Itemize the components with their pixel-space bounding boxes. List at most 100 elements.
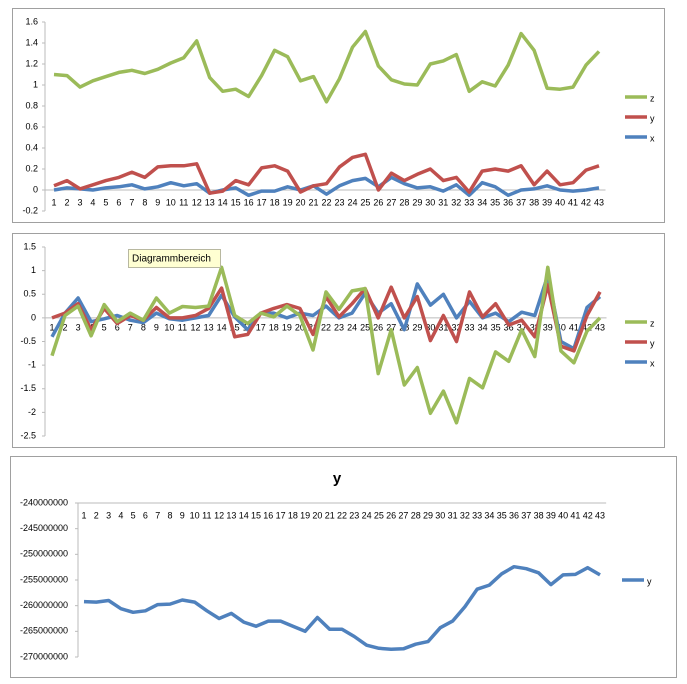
x-tick-label: 5	[102, 322, 107, 332]
y-tick-label: -270000000	[20, 651, 68, 661]
x-tick-label: 36	[504, 322, 514, 332]
x-tick-label: 22	[337, 510, 347, 520]
y-tick-label: 1	[33, 79, 38, 89]
series-line	[50, 265, 602, 425]
x-tick-label: 2	[64, 197, 69, 207]
x-tick-label: 38	[529, 197, 539, 207]
x-tick-label: 40	[556, 322, 566, 332]
y-tick-label: 1.4	[25, 37, 38, 47]
x-tick-label: 42	[582, 322, 592, 332]
x-tick-label: 13	[205, 197, 215, 207]
x-tick-label: 33	[464, 197, 474, 207]
tooltip-box	[128, 249, 221, 268]
x-tick-label: 11	[179, 197, 188, 207]
x-tick-label: 35	[490, 197, 500, 207]
y-tick-label: -245000000	[20, 523, 68, 533]
x-tick-label: 11	[178, 322, 187, 332]
x-tick-label: 4	[118, 510, 123, 520]
x-tick-label: 18	[269, 322, 279, 332]
y-tick-label: -2	[28, 407, 36, 417]
x-tick-label: 26	[373, 322, 383, 332]
x-tick-label: 5	[103, 197, 108, 207]
x-tick-label: 38	[530, 322, 540, 332]
x-tick-label: 10	[166, 197, 176, 207]
x-tick-label: 33	[465, 322, 475, 332]
x-tick-label: 36	[503, 197, 513, 207]
x-tick-label: 37	[517, 322, 527, 332]
chart-frame	[10, 456, 677, 678]
x-tick-label: 32	[451, 322, 461, 332]
x-tick-label: 25	[360, 322, 370, 332]
x-tick-label: 31	[438, 197, 448, 207]
y-tick-label: -250000000	[20, 549, 68, 559]
x-tick-label: 18	[270, 197, 280, 207]
x-tick-label: 42	[581, 197, 591, 207]
y-tick-label: 0.6	[25, 121, 38, 131]
y-tick-label: 0.2	[25, 163, 38, 173]
x-tick-label: 43	[595, 322, 605, 332]
x-tick-label: 9	[155, 197, 160, 207]
x-tick-label: 22	[321, 197, 331, 207]
x-tick-label: 8	[142, 197, 147, 207]
y-tick-label: -260000000	[20, 600, 68, 610]
y-tick-label: 1.5	[23, 241, 36, 251]
x-tick-label: 4	[90, 197, 95, 207]
x-tick-label: 6	[115, 322, 120, 332]
x-tick-label: 41	[570, 510, 580, 520]
x-tick-label: 31	[438, 322, 448, 332]
x-tick-label: 26	[373, 197, 383, 207]
x-tick-label: 17	[276, 510, 286, 520]
legend-label: y	[647, 576, 652, 586]
x-tick-label: 24	[347, 322, 357, 332]
x-tick-label: 21	[308, 322, 318, 332]
x-tick-label: 27	[398, 510, 408, 520]
x-tick-label: 29	[412, 322, 422, 332]
x-tick-label: 5	[131, 510, 136, 520]
x-tick-label: 27	[386, 197, 396, 207]
x-tick-label: 39	[543, 322, 553, 332]
x-tick-label: 18	[288, 510, 298, 520]
x-tick-label: 32	[451, 197, 461, 207]
x-tick-label: 30	[425, 322, 435, 332]
y-tick-label: -1.5	[20, 383, 36, 393]
x-tick-label: 32	[460, 510, 470, 520]
x-tick-label: 29	[423, 510, 433, 520]
x-tick-label: 36	[509, 510, 519, 520]
y-tick-label: 0	[31, 312, 36, 322]
x-tick-label: 39	[542, 197, 552, 207]
y-tick-label: -255000000	[20, 574, 68, 584]
legend-label: x	[650, 133, 655, 143]
x-tick-label: 37	[521, 510, 531, 520]
x-tick-label: 14	[218, 197, 228, 207]
x-tick-label: 20	[312, 510, 322, 520]
x-tick-label: 3	[76, 322, 81, 332]
x-tick-label: 8	[167, 510, 172, 520]
x-tick-label: 6	[116, 197, 121, 207]
x-tick-label: 31	[448, 510, 458, 520]
y-tick-label: -240000000	[20, 497, 68, 507]
x-tick-label: 15	[231, 197, 241, 207]
x-tick-label: 13	[204, 322, 214, 332]
x-tick-label: 2	[94, 510, 99, 520]
x-tick-label: 24	[347, 197, 357, 207]
x-tick-label: 30	[435, 510, 445, 520]
x-tick-label: 11	[202, 510, 211, 520]
x-tick-label: 40	[555, 197, 565, 207]
x-tick-label: 25	[374, 510, 384, 520]
x-tick-label: 24	[362, 510, 372, 520]
x-tick-label: 16	[263, 510, 273, 520]
y-tick-label: 1.2	[25, 58, 38, 68]
x-tick-label: 28	[411, 510, 421, 520]
x-tick-label: 34	[478, 322, 488, 332]
series-line	[83, 564, 601, 652]
x-tick-label: 12	[191, 322, 201, 332]
x-tick-label: 14	[239, 510, 249, 520]
x-tick-label: 26	[386, 510, 396, 520]
chart-title: y	[333, 470, 342, 487]
legend-label: x	[650, 358, 655, 368]
x-tick-label: 25	[360, 197, 370, 207]
y-tick-label: 0	[33, 184, 38, 194]
x-tick-label: 9	[180, 510, 185, 520]
x-tick-label: 20	[295, 322, 305, 332]
